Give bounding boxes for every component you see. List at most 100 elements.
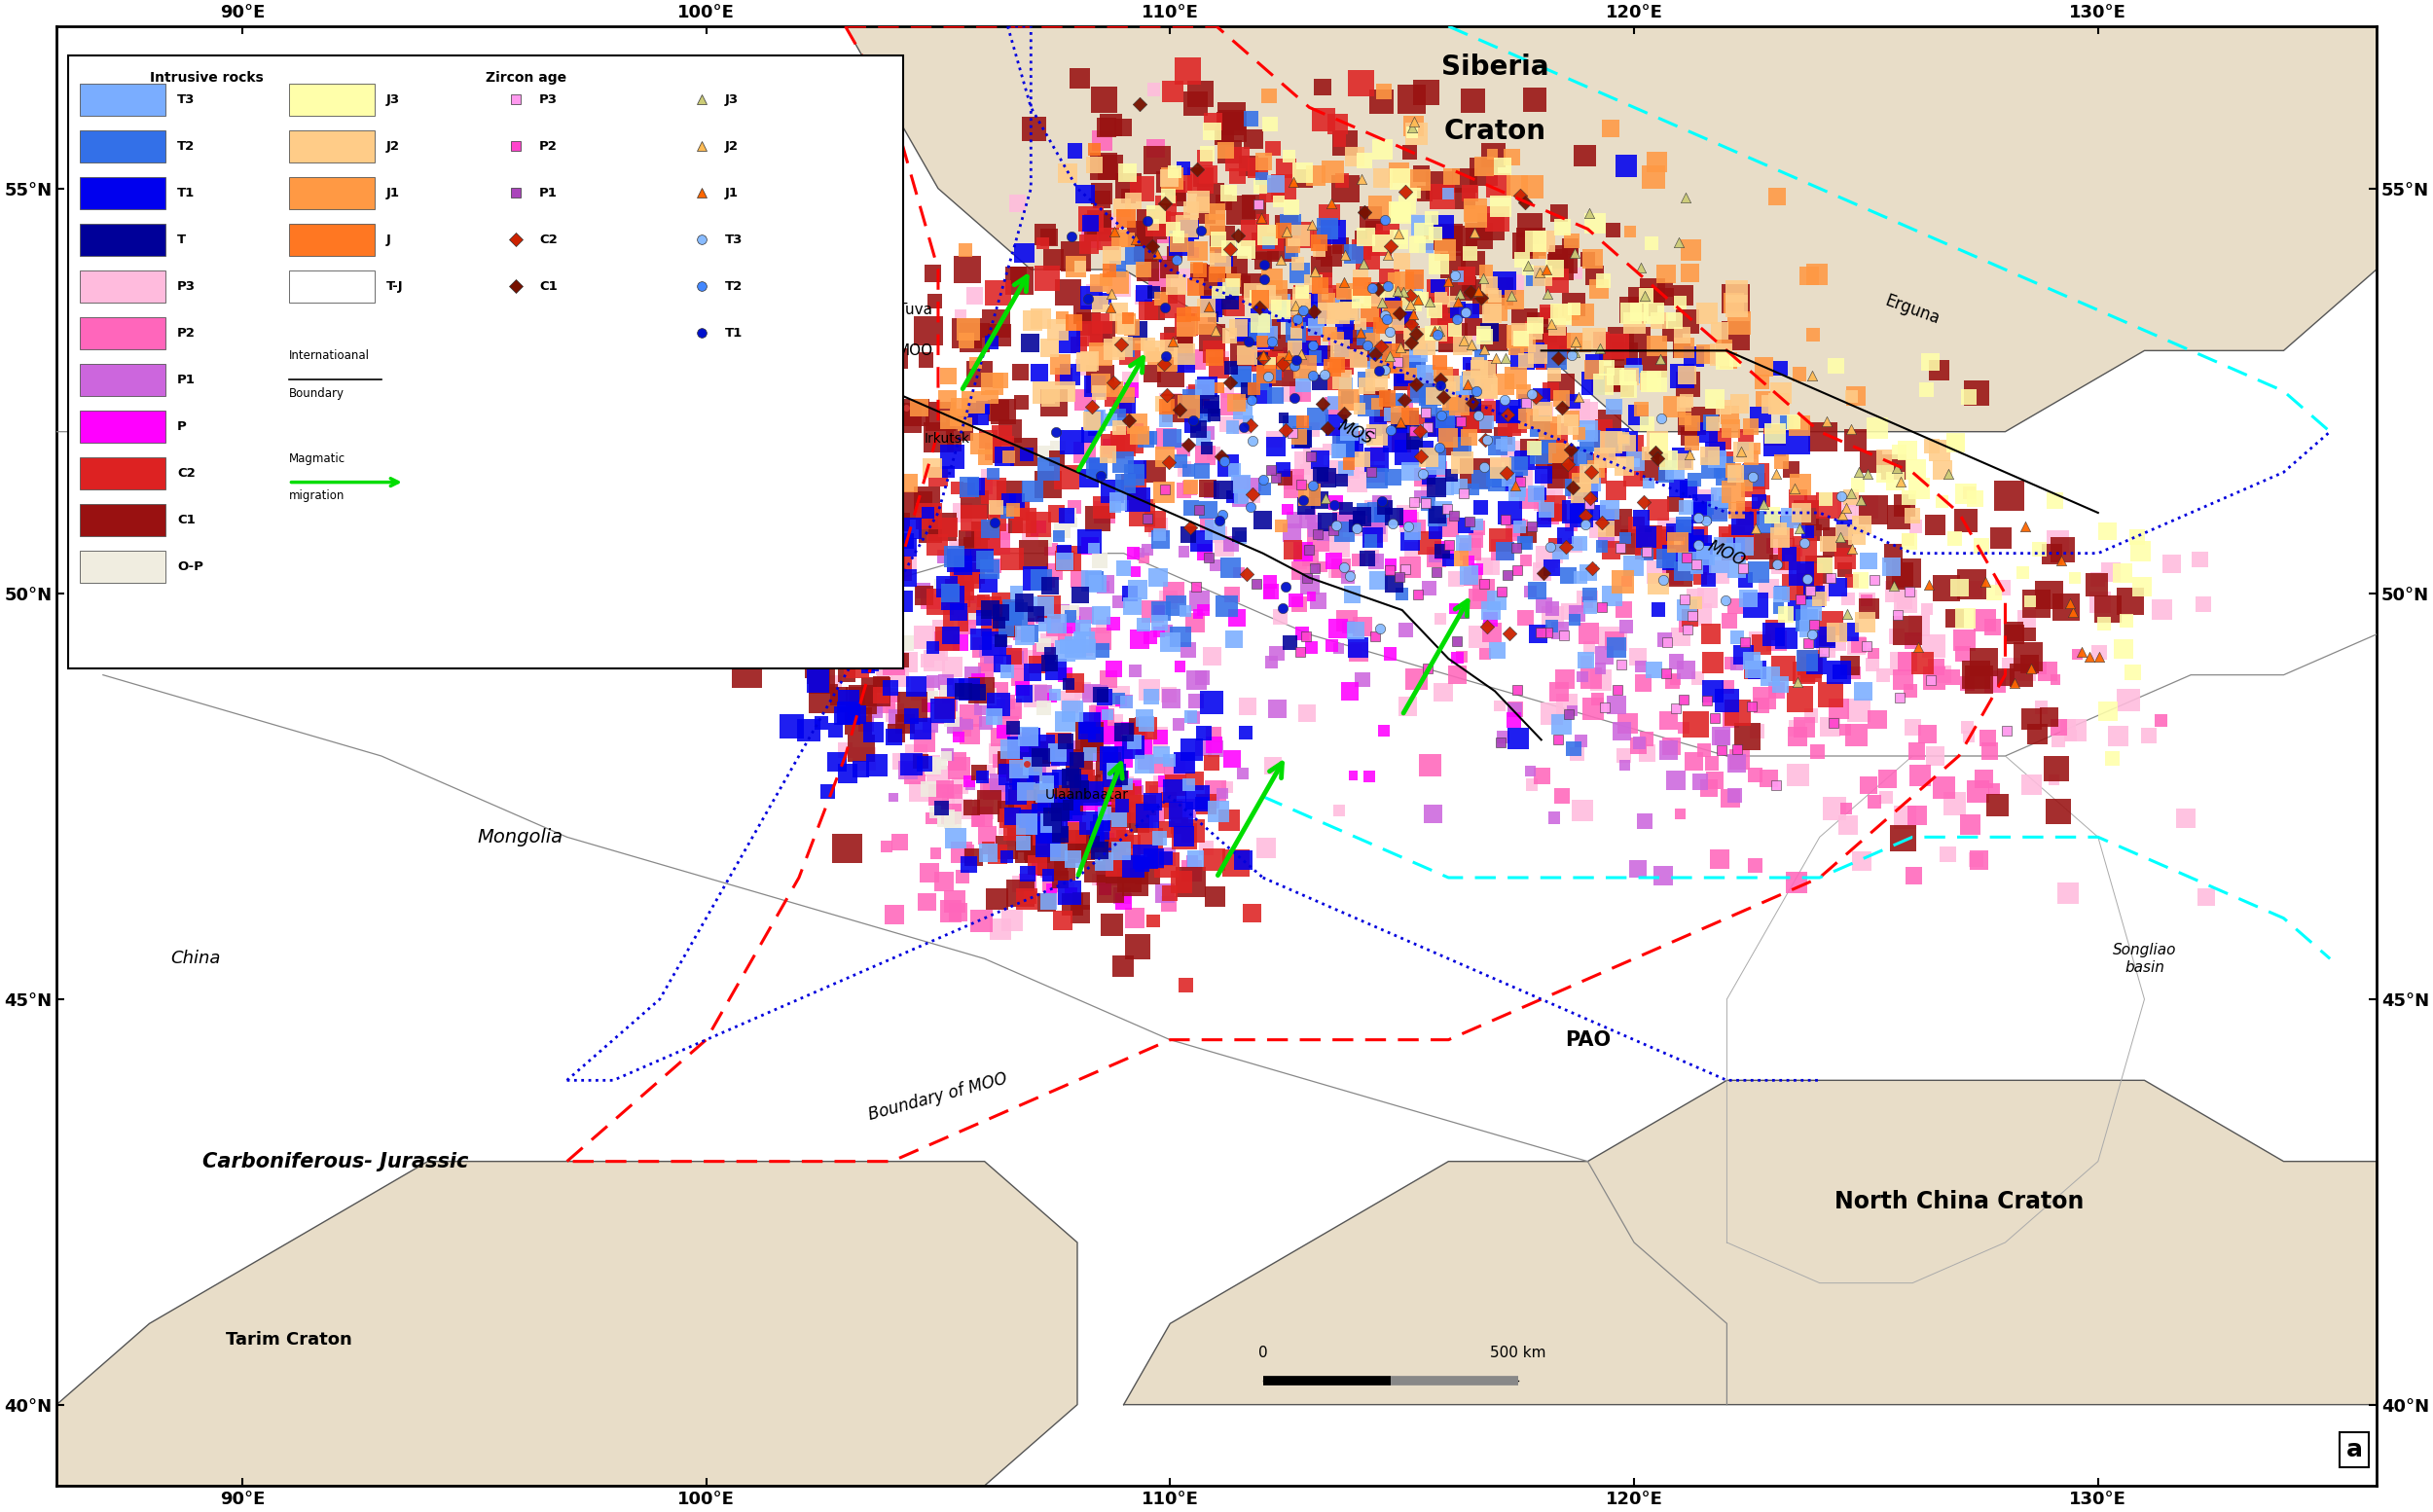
Point — [1107, 689, 1146, 714]
Point — [993, 603, 1032, 627]
Point — [1813, 611, 1852, 635]
Point — [1545, 445, 1584, 469]
Point — [1131, 626, 1170, 650]
Point — [1418, 225, 1457, 249]
Point — [1119, 488, 1158, 513]
Point — [1671, 425, 1710, 449]
Point — [978, 398, 1017, 422]
Point — [1144, 351, 1182, 375]
Point — [1341, 311, 1380, 336]
Point — [1049, 798, 1088, 823]
Point — [910, 860, 949, 885]
Point — [1253, 330, 1292, 354]
Point — [1294, 333, 1333, 357]
Point — [1499, 558, 1538, 582]
Point — [1616, 354, 1654, 378]
Point — [1881, 564, 1920, 588]
Point — [803, 711, 842, 735]
Point — [1204, 284, 1243, 308]
Point — [1324, 402, 1362, 426]
Point — [1214, 293, 1253, 318]
Point — [939, 724, 978, 748]
Point — [1803, 581, 1842, 605]
Point — [1538, 422, 1577, 446]
Point — [1528, 497, 1567, 522]
Point — [1156, 773, 1195, 797]
Point — [1538, 343, 1577, 367]
Point — [1241, 301, 1280, 325]
Point — [1725, 535, 1764, 559]
Point — [1601, 370, 1640, 395]
Point — [1727, 503, 1766, 528]
Point — [927, 627, 966, 652]
Point — [1562, 503, 1601, 528]
Point — [1243, 381, 1282, 405]
Point — [1324, 286, 1362, 310]
Point — [1302, 463, 1341, 487]
Point — [1241, 295, 1280, 319]
Point — [1112, 314, 1151, 339]
Point — [1272, 195, 1311, 219]
Point — [944, 594, 983, 618]
Point — [1044, 881, 1083, 906]
Point — [1956, 487, 1995, 511]
Point — [1358, 422, 1397, 446]
Point — [1343, 667, 1382, 691]
Point — [1684, 541, 1723, 565]
Point — [1540, 201, 1579, 225]
Point — [929, 364, 968, 389]
Point — [1382, 201, 1421, 225]
Point — [1289, 482, 1328, 507]
Point — [1202, 251, 1241, 275]
Point — [1241, 369, 1280, 393]
Point — [1272, 538, 1311, 562]
Point — [835, 507, 873, 531]
Point — [1095, 764, 1134, 788]
Point — [1706, 490, 1744, 514]
Point — [1392, 313, 1431, 337]
Point — [2090, 561, 2129, 585]
Point — [1010, 754, 1049, 779]
Point — [1623, 398, 1662, 422]
Point — [1618, 513, 1657, 537]
Point — [1370, 266, 1409, 290]
Point — [1088, 442, 1126, 466]
Point — [1280, 425, 1319, 449]
Point — [1151, 686, 1190, 711]
Point — [1061, 67, 1100, 91]
Point — [1781, 688, 1820, 712]
Point — [2088, 699, 2126, 723]
Point — [1126, 845, 1165, 869]
Point — [1275, 336, 1314, 360]
Point — [1382, 582, 1421, 606]
Point — [1771, 507, 1810, 531]
Point — [1467, 259, 1506, 283]
Point — [1387, 618, 1426, 643]
Point — [1049, 671, 1088, 696]
Point — [1579, 686, 1618, 711]
Point — [1075, 407, 1114, 431]
Point — [1246, 283, 1285, 307]
Point — [1676, 528, 1715, 552]
Point — [1506, 448, 1545, 472]
Point — [1951, 572, 1990, 596]
Point — [1564, 302, 1603, 327]
Point — [1345, 452, 1384, 476]
Point — [1360, 277, 1399, 301]
Point — [1229, 154, 1268, 178]
Point — [1372, 553, 1411, 578]
Point — [776, 561, 815, 585]
Point — [1409, 445, 1448, 469]
Point — [1282, 621, 1321, 646]
Point — [837, 558, 876, 582]
Point — [1102, 839, 1141, 863]
Point — [1550, 234, 1589, 259]
Point — [925, 696, 963, 720]
Point — [1491, 284, 1530, 308]
Point — [1847, 634, 1886, 658]
Point — [1126, 537, 1165, 561]
Point — [1092, 723, 1131, 747]
Point — [1966, 570, 2005, 594]
Point — [1523, 398, 1562, 422]
Point — [1192, 396, 1231, 420]
